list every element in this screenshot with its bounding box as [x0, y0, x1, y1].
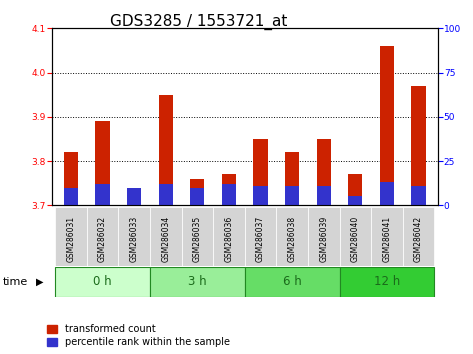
Bar	[340, 267, 434, 297]
Bar	[276, 207, 308, 266]
Text: time: time	[2, 276, 27, 287]
Text: GSM286036: GSM286036	[225, 216, 234, 262]
Bar	[150, 267, 245, 297]
Bar	[285, 186, 299, 205]
Bar	[308, 207, 340, 266]
Bar	[245, 267, 340, 297]
Text: GSM286041: GSM286041	[383, 216, 392, 262]
Bar	[96, 184, 110, 205]
Bar	[55, 207, 87, 266]
Bar	[412, 86, 426, 205]
Text: GDS3285 / 1553721_at: GDS3285 / 1553721_at	[110, 14, 287, 30]
Text: 6 h: 6 h	[283, 275, 302, 288]
Bar	[222, 184, 236, 205]
Bar	[150, 207, 182, 266]
Text: GSM286031: GSM286031	[67, 216, 76, 262]
Text: GSM286034: GSM286034	[161, 216, 170, 262]
Bar	[118, 207, 150, 266]
Text: 3 h: 3 h	[188, 275, 207, 288]
Text: GSM286037: GSM286037	[256, 216, 265, 262]
Bar	[190, 188, 204, 205]
Bar	[96, 121, 110, 205]
Text: ▶: ▶	[35, 276, 43, 287]
Bar	[316, 139, 331, 205]
Bar	[412, 186, 426, 205]
Bar	[316, 186, 331, 205]
Bar	[158, 184, 173, 205]
Text: 12 h: 12 h	[374, 275, 400, 288]
Text: 0 h: 0 h	[93, 275, 112, 288]
Bar	[64, 188, 78, 205]
Bar	[127, 188, 141, 205]
Bar	[348, 196, 362, 205]
Bar	[158, 95, 173, 205]
Bar	[371, 207, 403, 266]
Bar	[380, 182, 394, 205]
Bar	[190, 179, 204, 205]
Bar	[87, 207, 118, 266]
Text: GSM286039: GSM286039	[319, 216, 328, 262]
Bar	[64, 152, 78, 205]
Legend: transformed count, percentile rank within the sample: transformed count, percentile rank withi…	[47, 325, 230, 347]
Bar	[55, 267, 150, 297]
Bar	[182, 207, 213, 266]
Text: GSM286032: GSM286032	[98, 216, 107, 262]
Text: GSM286033: GSM286033	[130, 216, 139, 262]
Bar	[380, 46, 394, 205]
Bar	[254, 139, 268, 205]
Bar	[127, 188, 141, 205]
Bar	[213, 207, 245, 266]
Bar	[348, 174, 362, 205]
Text: GSM286040: GSM286040	[351, 216, 360, 262]
Bar	[285, 152, 299, 205]
Bar	[340, 207, 371, 266]
Bar	[403, 207, 434, 266]
Bar	[245, 207, 276, 266]
Bar	[222, 174, 236, 205]
Text: GSM286035: GSM286035	[193, 216, 202, 262]
Text: GSM286038: GSM286038	[288, 216, 297, 262]
Bar	[254, 186, 268, 205]
Text: GSM286042: GSM286042	[414, 216, 423, 262]
